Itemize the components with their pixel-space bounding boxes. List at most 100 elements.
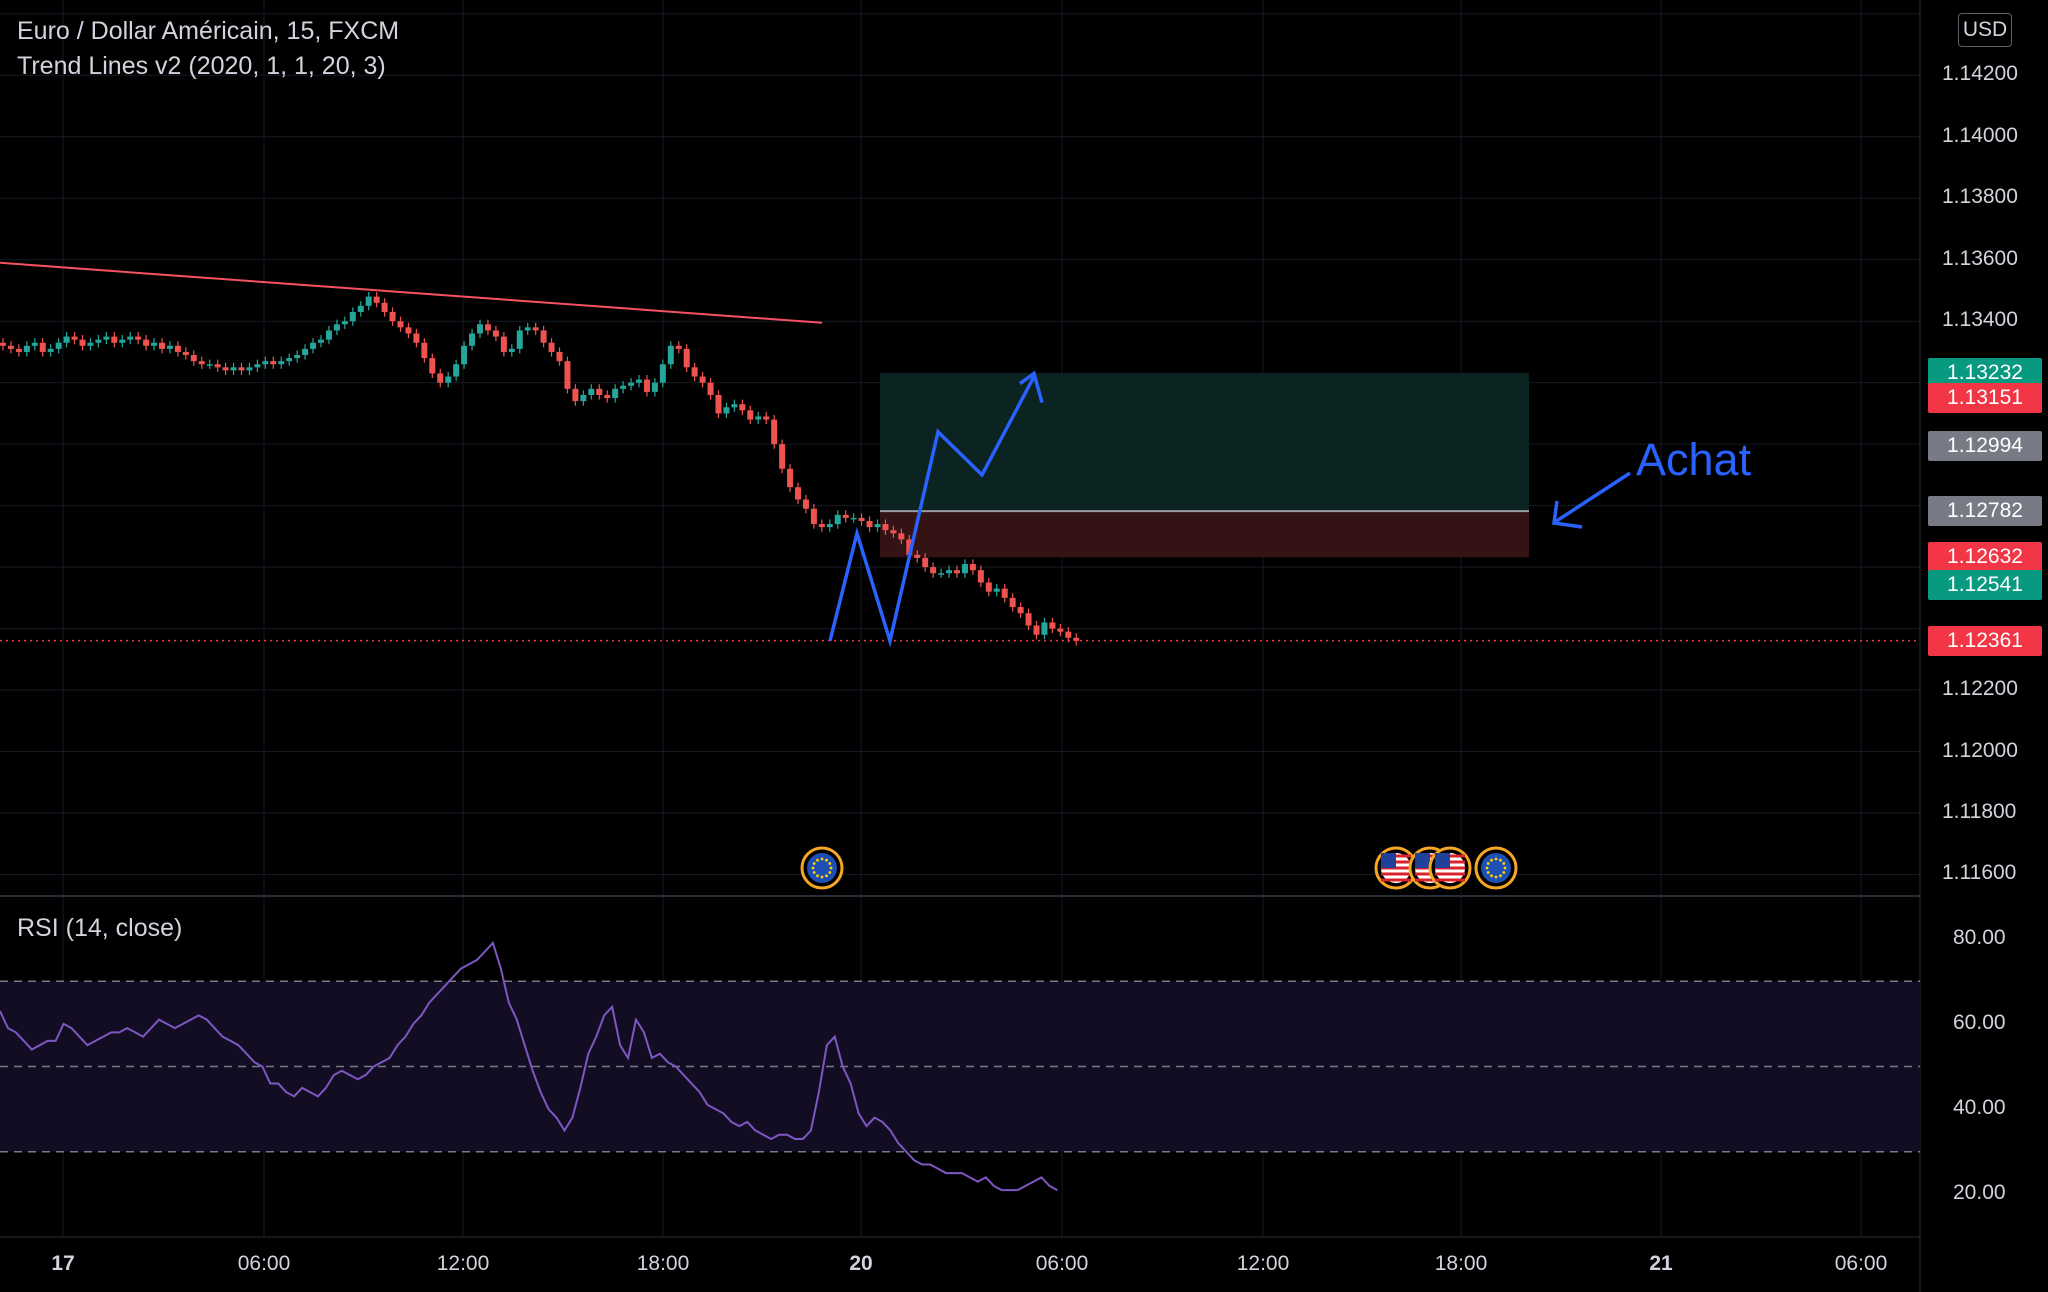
us-canton bbox=[1415, 853, 1430, 868]
eu-star bbox=[1485, 866, 1489, 870]
candle-body bbox=[723, 407, 730, 414]
candle-body bbox=[182, 351, 189, 356]
candle-body bbox=[254, 364, 261, 368]
candle-body bbox=[763, 416, 770, 420]
time-tick: 18:00 bbox=[636, 1252, 690, 1275]
candle-body bbox=[834, 514, 841, 525]
candle-body bbox=[890, 530, 897, 534]
eu-flag-icon bbox=[807, 853, 837, 883]
candle-body bbox=[127, 336, 134, 340]
candle-body bbox=[787, 468, 794, 488]
candle-body bbox=[111, 336, 118, 343]
price-label: 1.13151 bbox=[1928, 382, 2042, 413]
eu-star bbox=[1502, 862, 1506, 865]
rsi-title[interactable]: RSI (14, close) bbox=[17, 914, 183, 942]
candle-body bbox=[842, 514, 849, 518]
candle-body bbox=[198, 361, 205, 365]
candle-body bbox=[580, 394, 587, 402]
price-label: 1.12361 bbox=[1928, 625, 2042, 656]
candle-body bbox=[270, 361, 277, 365]
price-tick: 1.12200 bbox=[1942, 677, 2018, 701]
symbol-title[interactable]: Euro / Dollar Américain, 15, FXCM bbox=[17, 17, 400, 45]
candle-body bbox=[484, 324, 491, 331]
time-tick: 12:00 bbox=[436, 1252, 490, 1275]
candle-body bbox=[651, 382, 658, 392]
candle-body bbox=[572, 388, 579, 402]
eu-star bbox=[1490, 858, 1493, 862]
candle-body bbox=[993, 588, 1000, 592]
long-position-tool[interactable] bbox=[880, 372, 1529, 558]
indicator-title[interactable]: Trend Lines v2 (2020, 1, 1, 20, 3) bbox=[17, 52, 386, 80]
eu-star bbox=[1499, 858, 1502, 862]
candle-body bbox=[63, 336, 70, 343]
candle-body bbox=[628, 382, 635, 386]
us-canton bbox=[1435, 853, 1450, 868]
candle-body bbox=[310, 342, 317, 349]
candle-body bbox=[906, 539, 913, 555]
candle-body bbox=[524, 327, 531, 331]
candle-body bbox=[103, 336, 110, 340]
event-markers[interactable] bbox=[800, 846, 1518, 890]
time-tick: 21 bbox=[1649, 1252, 1673, 1275]
rsi-tick: 60.00 bbox=[1953, 1010, 2006, 1034]
candle-body bbox=[802, 499, 809, 509]
candle-body bbox=[866, 521, 873, 528]
candle-body bbox=[7, 345, 14, 349]
candle-body bbox=[604, 394, 611, 399]
trendline[interactable] bbox=[0, 261, 823, 324]
candle-body bbox=[437, 373, 444, 383]
candle-body bbox=[318, 339, 324, 343]
us-stripe bbox=[1435, 872, 1465, 876]
candle-body bbox=[492, 330, 499, 337]
candle-body bbox=[977, 570, 984, 583]
eu-star bbox=[1502, 871, 1506, 874]
candle-body bbox=[461, 345, 468, 365]
candle-body bbox=[230, 367, 237, 371]
projection-zigzag bbox=[828, 375, 1036, 648]
price-tick: 1.11600 bbox=[1942, 861, 2017, 885]
candle-body bbox=[1033, 625, 1040, 635]
candle-body bbox=[508, 348, 515, 352]
candle-body bbox=[643, 379, 650, 392]
us-stripe bbox=[1381, 878, 1411, 882]
candle-body bbox=[31, 342, 38, 346]
candle-body bbox=[469, 333, 476, 346]
eu-star bbox=[828, 871, 832, 874]
candle-body bbox=[87, 342, 94, 346]
annotation-achat[interactable]: Achat bbox=[1636, 434, 1752, 485]
annotation-arrow[interactable] bbox=[1552, 471, 1631, 529]
candle-body bbox=[961, 564, 968, 574]
candle-body bbox=[341, 321, 348, 325]
candle-body bbox=[540, 330, 547, 343]
eu-star bbox=[825, 874, 828, 878]
stop-zone bbox=[880, 511, 1529, 558]
eu-star bbox=[828, 862, 832, 865]
candle-body bbox=[429, 358, 436, 374]
rsi-series bbox=[0, 940, 1058, 1192]
candle-body bbox=[1017, 607, 1024, 614]
us-stripe bbox=[1435, 878, 1465, 882]
currency-button[interactable]: USD bbox=[1958, 13, 2012, 47]
resistance-trendline bbox=[0, 261, 823, 324]
projection-arrowhead bbox=[1018, 370, 1044, 404]
candle-body bbox=[381, 302, 388, 312]
projection-drawing[interactable] bbox=[828, 370, 1044, 648]
eu-star bbox=[1486, 862, 1490, 865]
candle-body bbox=[206, 364, 213, 366]
candle-body bbox=[516, 330, 523, 349]
candle-body bbox=[532, 327, 539, 331]
candle-body bbox=[302, 348, 309, 356]
eu-star bbox=[812, 862, 816, 865]
eu-star bbox=[1486, 871, 1490, 874]
candle-body bbox=[818, 524, 825, 528]
candle-body bbox=[71, 336, 78, 340]
candle-body bbox=[397, 321, 404, 328]
candle-body bbox=[795, 487, 801, 500]
candle-body bbox=[938, 573, 945, 575]
candle-body bbox=[882, 524, 889, 531]
candle-body bbox=[278, 361, 285, 365]
candle-body bbox=[667, 345, 674, 365]
candle-body bbox=[333, 324, 340, 331]
candle-body bbox=[159, 342, 165, 349]
